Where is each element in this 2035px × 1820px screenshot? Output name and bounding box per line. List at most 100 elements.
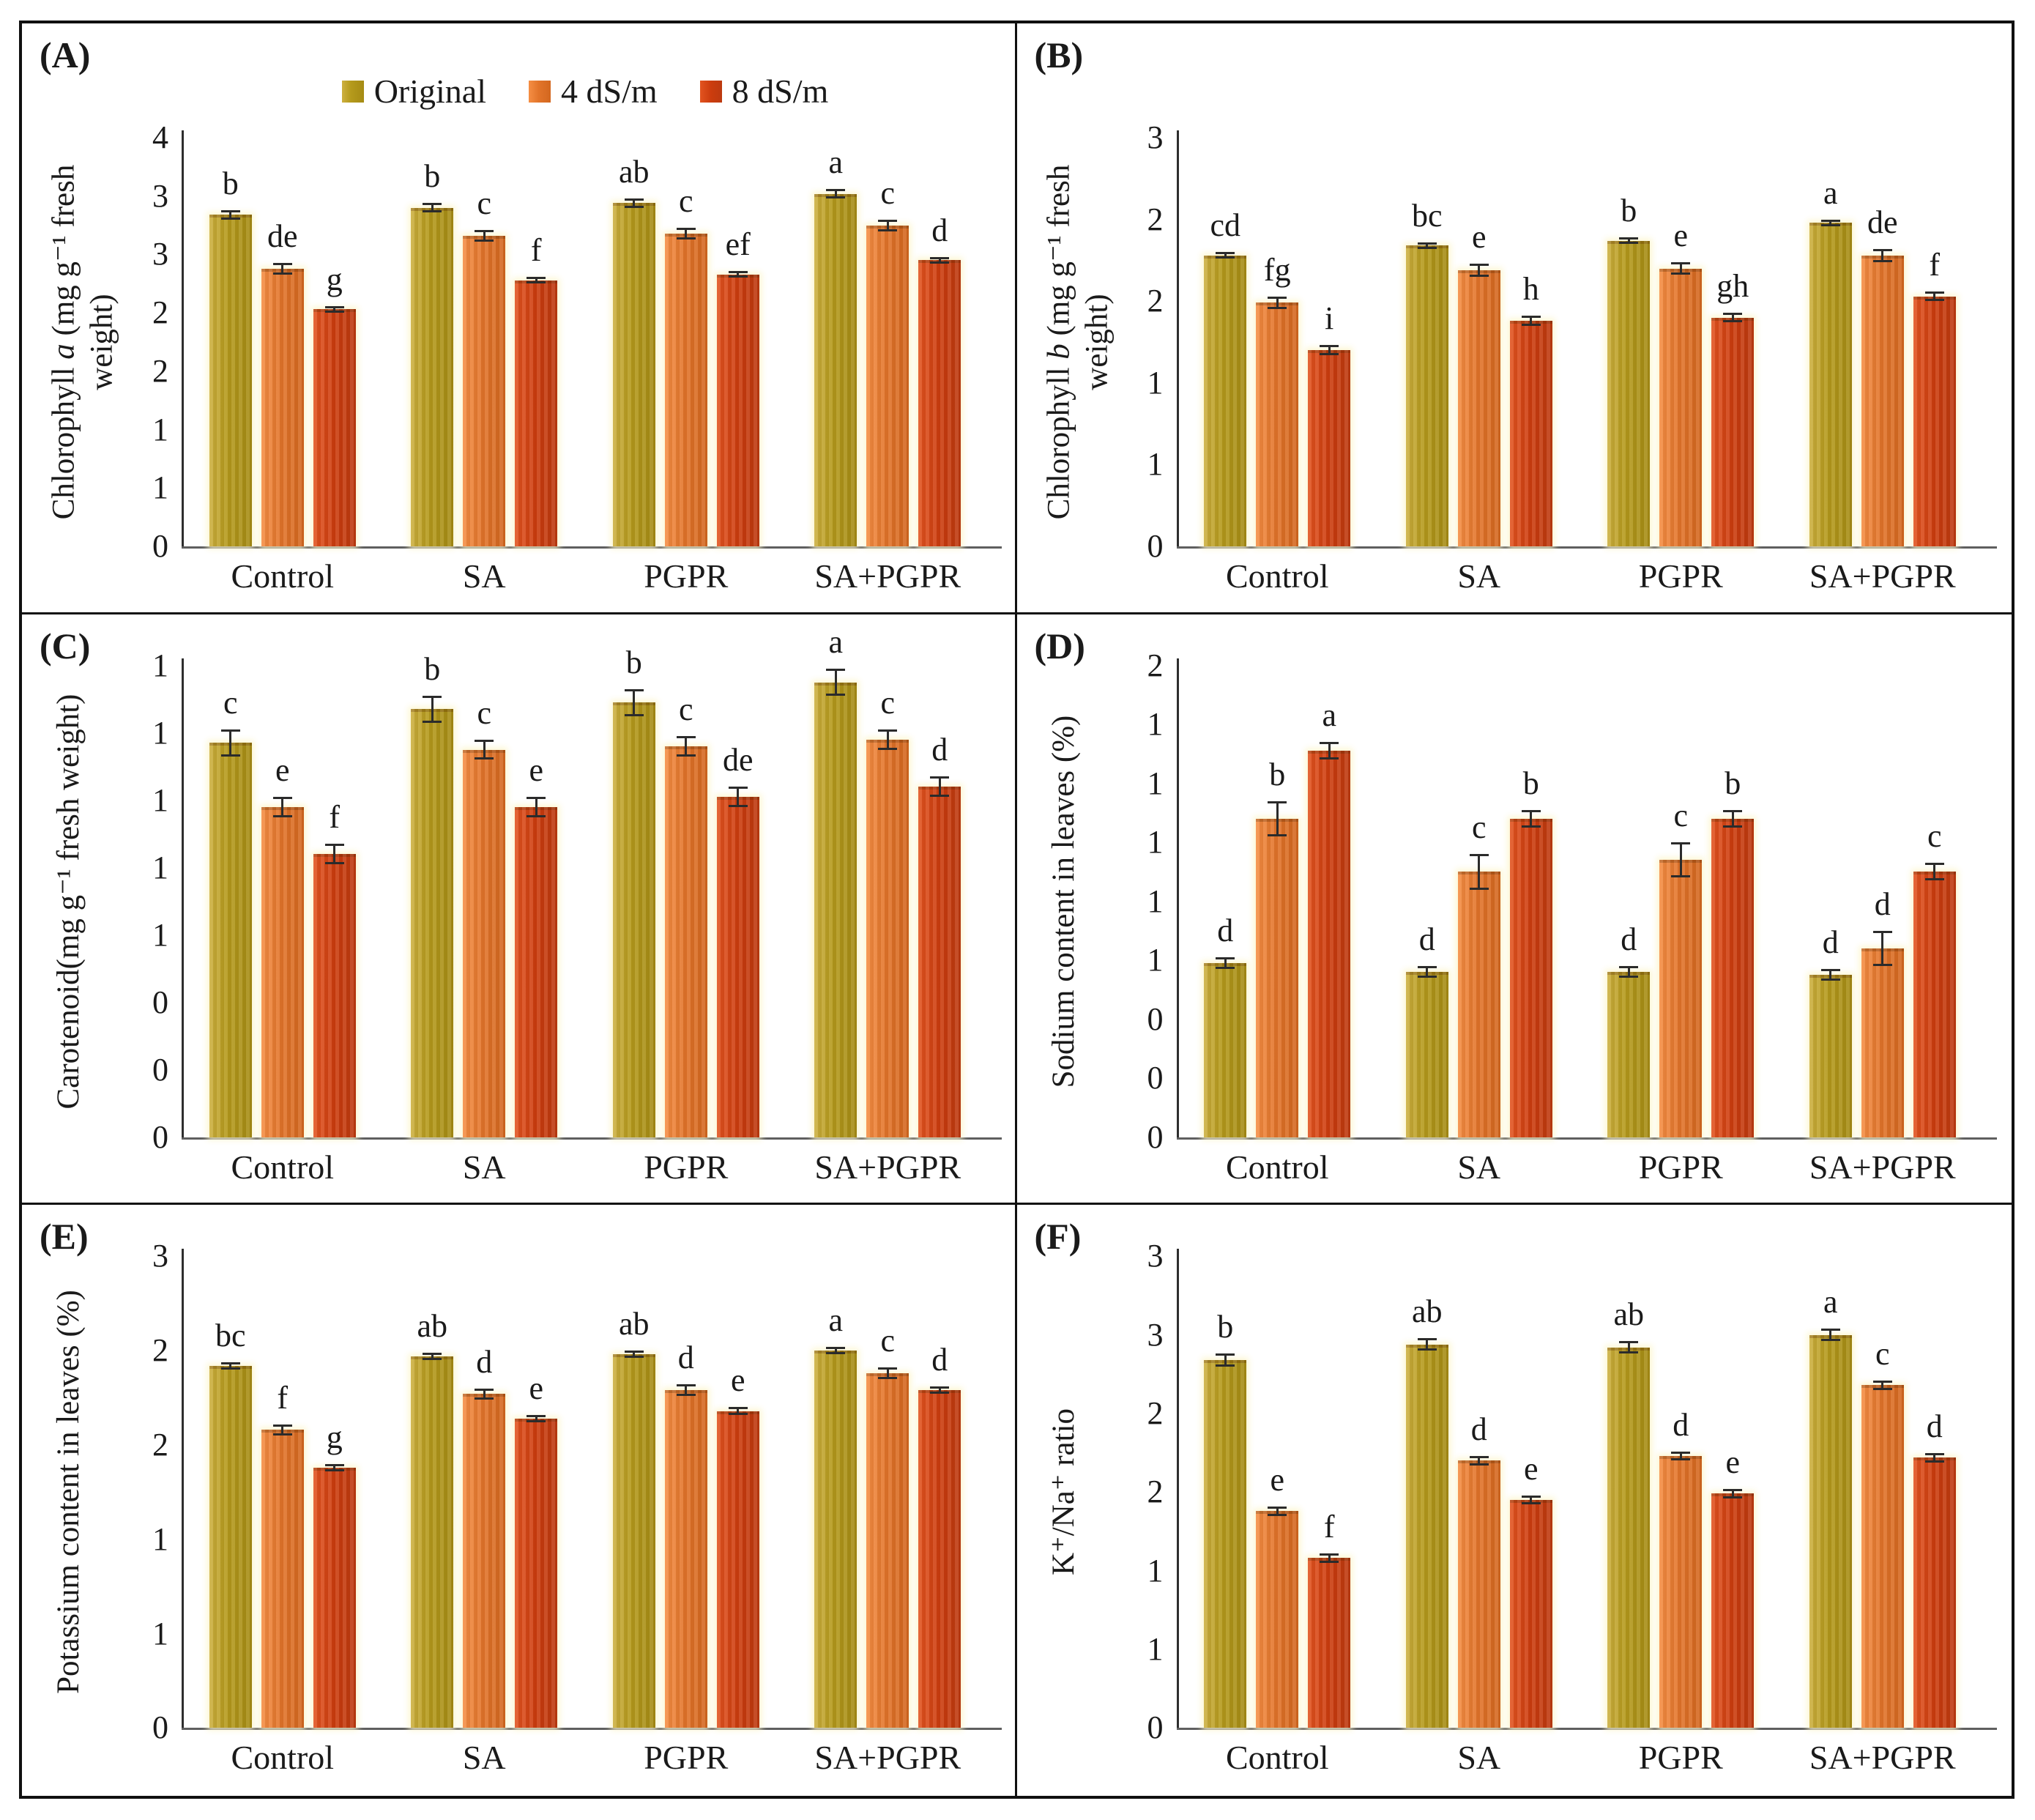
y-tick-label: 2 — [1147, 1394, 1164, 1431]
panel-f: (F) K⁺/Na⁺ ratio 0 1 1 2 2 3 3 b e f Control ab d e SA ab… — [1016, 1205, 2012, 1796]
error-bar — [624, 198, 644, 208]
bar-8dsm-sa — [515, 806, 558, 1137]
x-category-label-sa-pgpr: SA+PGPR — [1809, 1739, 1956, 1777]
error-bar — [1320, 1553, 1339, 1563]
bar-4dsm-sa — [463, 235, 506, 547]
error-bar-bottom-cap — [527, 814, 546, 817]
error-bar — [1417, 242, 1437, 249]
sig-letter: cd — [1210, 207, 1241, 244]
error-bar-bottom-cap — [1216, 967, 1235, 970]
x-category-label-pgpr: PGPR — [644, 1148, 729, 1186]
sig-letter: ef — [725, 226, 751, 262]
bar-8dsm-sa — [515, 280, 558, 547]
error-bar — [1469, 854, 1489, 890]
error-bar-line — [633, 1351, 636, 1359]
error-bar-bottom-cap — [220, 217, 240, 220]
bar-4dsm-sa-pgpr — [1861, 255, 1904, 547]
sig-letter: b — [1621, 193, 1637, 229]
error-bar-bottom-cap — [826, 694, 846, 697]
bar-4dsm-sa-pgpr — [866, 225, 909, 547]
y-tick-label: 2 — [152, 294, 168, 331]
legend: Original 4 dS/m 8 dS/m — [182, 72, 989, 111]
bar-original-sa — [1405, 972, 1448, 1138]
x-category-label-pgpr: PGPR — [1638, 557, 1723, 595]
y-axis-line — [182, 658, 184, 1137]
bar-original-pgpr — [1607, 1347, 1651, 1728]
x-category-label-control: Control — [231, 1148, 335, 1186]
error-bar-bottom-cap — [1216, 256, 1235, 259]
panel-c: (C) Carotenoid(mg g⁻¹ fresh weight) 0 0 0 1 1 1… — [22, 614, 1017, 1206]
sig-letter: a — [828, 624, 844, 661]
x-category-label-sa-pgpr: SA+PGPR — [1809, 1148, 1956, 1186]
y-tick-label: 1 — [152, 647, 168, 683]
error-bar — [930, 776, 950, 798]
error-bar — [1619, 237, 1639, 245]
error-bar — [220, 729, 240, 757]
error-bar-line — [1731, 1489, 1734, 1498]
bar-original-control — [1204, 1360, 1247, 1728]
error-bar — [1619, 1341, 1639, 1354]
error-bar-line — [281, 797, 284, 817]
error-bar-line — [1933, 291, 1936, 302]
y-axis-line — [1176, 130, 1179, 546]
panel-d: (D) Sodium content in leaves (%) 0 0 0 1 1 1 1 1 2… — [1016, 614, 2012, 1206]
bar-8dsm-sa-pgpr — [1913, 872, 1956, 1137]
error-bar-line — [431, 696, 434, 723]
y-tick-label: 3 — [1147, 119, 1164, 155]
bar-original-sa-pgpr — [814, 1351, 857, 1728]
legend-item-8dsm: 8 dS/m — [699, 72, 828, 111]
error-bar-bottom-cap — [1872, 964, 1892, 967]
sig-letter: d — [931, 732, 948, 768]
error-bar — [728, 270, 748, 278]
sig-letter: d — [1874, 885, 1891, 922]
sig-letter: b — [424, 158, 441, 195]
error-bar-bottom-cap — [272, 1433, 292, 1436]
bar-8dsm-sa — [515, 1418, 558, 1728]
error-bar — [1521, 316, 1541, 326]
y-axis-line — [182, 130, 184, 546]
bar-4dsm-sa — [463, 749, 506, 1137]
sig-letter: f — [530, 231, 542, 268]
error-bar-bottom-cap — [423, 1358, 442, 1360]
error-bar-bottom-cap — [527, 281, 546, 284]
error-bar — [475, 739, 494, 760]
legend-label: Original — [373, 73, 486, 110]
error-bar-line — [333, 1463, 336, 1471]
error-bar — [624, 1351, 644, 1359]
x-axis-line — [1176, 1728, 1997, 1731]
y-tick-label: 3 — [152, 1238, 168, 1274]
error-bar — [1619, 966, 1639, 978]
error-bar-bottom-cap — [1924, 878, 1944, 881]
bar-4dsm-control — [1256, 1511, 1299, 1728]
bar-original-pgpr — [612, 1354, 655, 1728]
x-axis-line — [182, 1137, 1002, 1140]
error-bar — [1924, 291, 1944, 302]
error-bar — [624, 688, 644, 716]
error-bar — [1469, 263, 1489, 277]
bar-original-sa — [411, 709, 454, 1137]
x-category-label-control: Control — [1225, 1148, 1329, 1186]
error-bar-line — [535, 276, 537, 284]
error-bar-line — [886, 729, 889, 750]
error-bar-bottom-cap — [624, 713, 644, 716]
sig-letter: b — [1522, 765, 1539, 801]
error-bar-bottom-cap — [1671, 272, 1691, 275]
error-bar — [527, 1414, 546, 1422]
sig-letter: d — [1673, 1406, 1689, 1443]
bar-4dsm-sa — [1457, 1460, 1500, 1728]
sig-letter: de — [1867, 204, 1898, 240]
error-bar-bottom-cap — [930, 261, 950, 264]
bar-8dsm-pgpr — [716, 797, 759, 1137]
error-bar — [324, 844, 344, 865]
error-bar-bottom-cap — [220, 1367, 240, 1370]
y-tick-label: 0 — [1147, 1118, 1164, 1155]
x-category-label-sa: SA — [1457, 1148, 1501, 1186]
y-tick-label: 0 — [152, 528, 168, 564]
sig-letter: a — [828, 144, 844, 181]
sig-letter: d — [677, 1340, 694, 1376]
error-bar-bottom-cap — [324, 1468, 344, 1471]
error-bar — [272, 1424, 292, 1436]
y-axis-title: Chlorophyll b (mg g⁻¹ fresh weight) — [1040, 138, 1117, 546]
y-tick-label: 2 — [1147, 283, 1164, 319]
y-tick-label: 3 — [152, 236, 168, 272]
